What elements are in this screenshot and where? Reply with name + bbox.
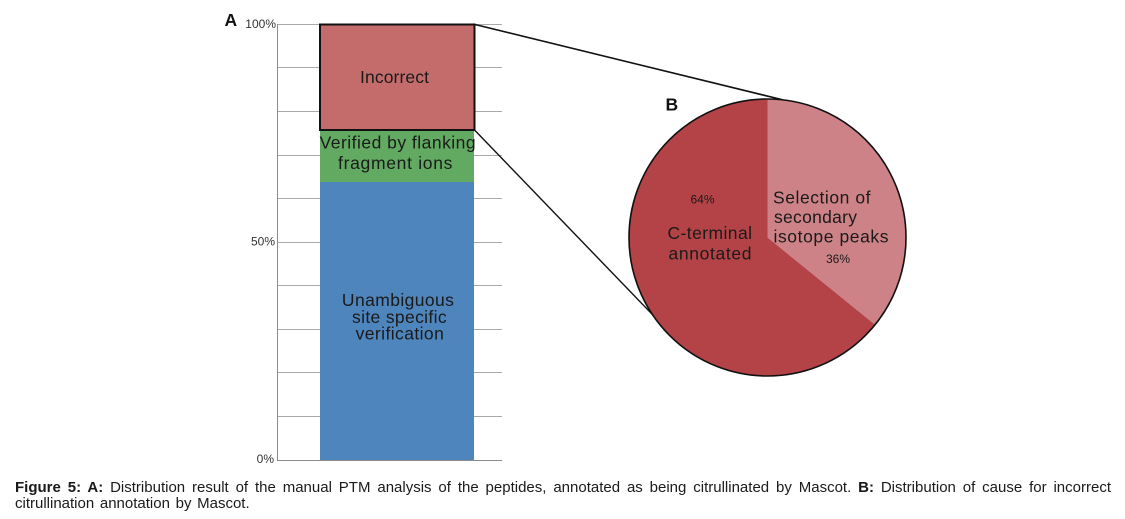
svg-text:Selection of: Selection of: [773, 187, 871, 207]
svg-text:100%: 100%: [245, 17, 276, 31]
svg-text:0%: 0%: [257, 452, 275, 466]
svg-text:A: A: [225, 10, 238, 30]
svg-text:fragment ions: fragment ions: [338, 153, 453, 173]
svg-text:Incorrect: Incorrect: [360, 67, 429, 87]
svg-text:C-terminal: C-terminal: [668, 223, 753, 243]
svg-text:B: B: [666, 95, 679, 115]
svg-text:Unambiguous: Unambiguous: [342, 290, 454, 310]
svg-text:site specific: site specific: [352, 307, 447, 327]
svg-text:verification: verification: [356, 324, 444, 344]
svg-text:36%: 36%: [826, 252, 850, 266]
svg-text:64%: 64%: [690, 193, 714, 207]
svg-text:Verified by flanking: Verified by flanking: [320, 133, 476, 153]
svg-text:annotated: annotated: [669, 244, 752, 264]
svg-text:50%: 50%: [251, 235, 275, 249]
svg-text:isotope peaks: isotope peaks: [774, 226, 889, 246]
svg-text:secondary: secondary: [774, 207, 857, 227]
